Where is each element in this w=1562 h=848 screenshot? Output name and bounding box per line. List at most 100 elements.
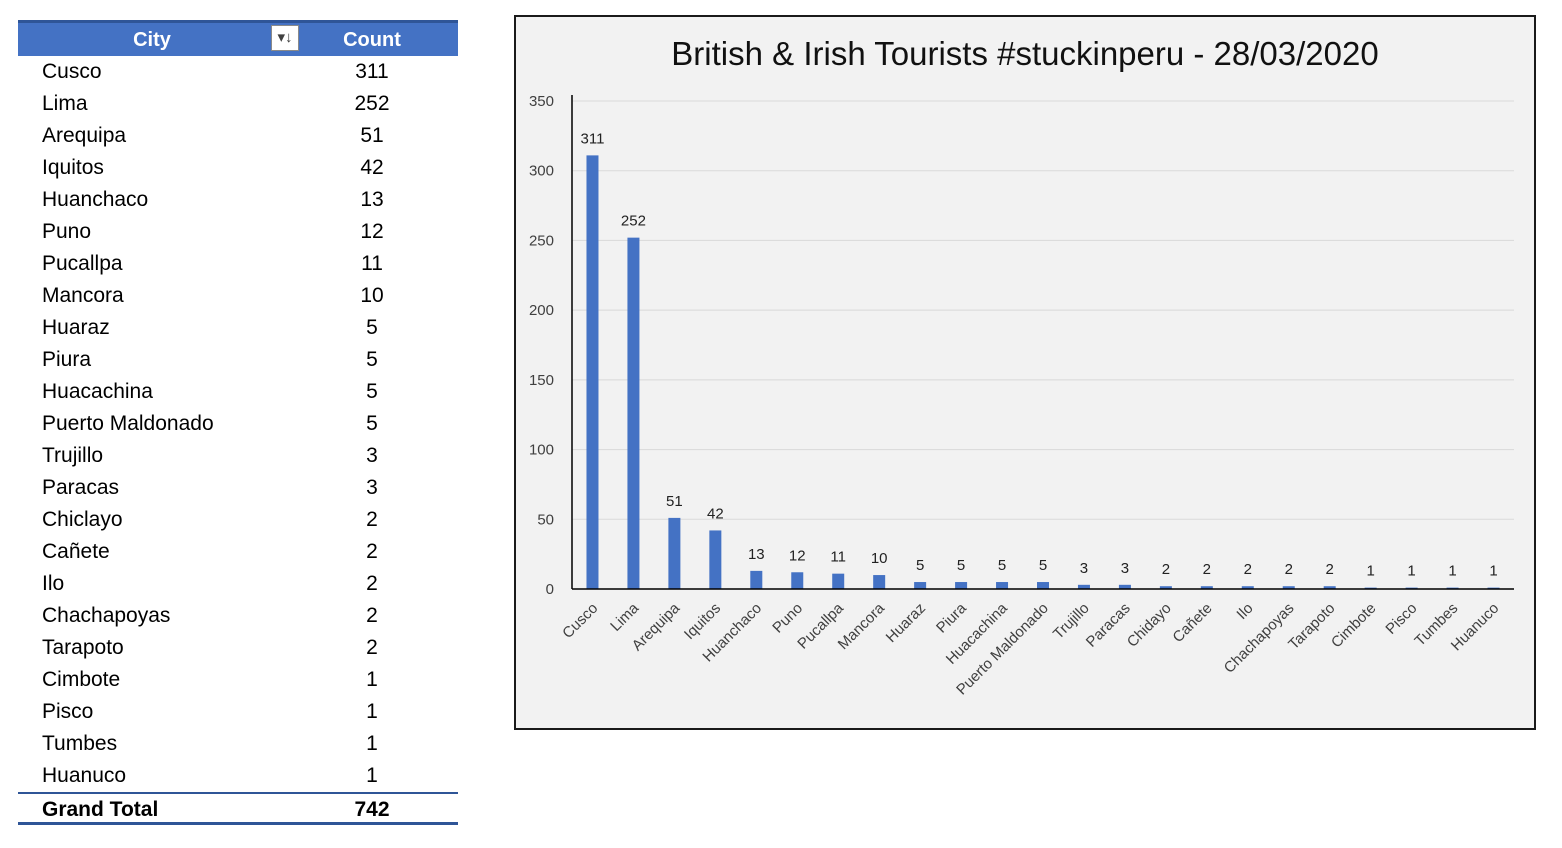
row-count: 5: [366, 380, 378, 403]
x-tick-label: Cimbote: [1328, 600, 1380, 652]
bar[interactable]: [1282, 586, 1295, 589]
table-row[interactable]: Pucallpa 11: [18, 248, 458, 280]
data-label: 3: [1080, 560, 1088, 577]
row-city: Puerto Maldonado: [42, 412, 214, 435]
table-row[interactable]: Huanuco 1: [18, 760, 458, 792]
row-city: Trujillo: [42, 444, 104, 467]
bar[interactable]: [1241, 586, 1254, 589]
row-count: 2: [366, 540, 378, 563]
table-row[interactable]: Piura 5: [18, 344, 458, 376]
bar[interactable]: [586, 155, 599, 589]
table-row[interactable]: Cañete 2: [18, 536, 458, 568]
data-label: 252: [621, 213, 646, 230]
row-city: Paracas: [42, 476, 120, 499]
table-row[interactable]: Puerto Maldonado 5: [18, 408, 458, 440]
sort-filter-dropdown-icon[interactable]: ▾↓: [271, 25, 299, 51]
row-city: Pisco: [42, 700, 94, 723]
table-row[interactable]: Ilo 2: [18, 568, 458, 600]
bar[interactable]: [627, 237, 640, 589]
row-count: 1: [366, 732, 378, 755]
table-row[interactable]: Chiclayo 2: [18, 504, 458, 536]
y-tick-label: 350: [529, 93, 554, 110]
bar[interactable]: [1159, 586, 1172, 589]
bar[interactable]: [1118, 584, 1131, 589]
data-label: 10: [871, 550, 888, 567]
row-city: Cusco: [42, 60, 102, 83]
row-count: 5: [366, 316, 378, 339]
table-row[interactable]: Mancora 10: [18, 280, 458, 312]
bar[interactable]: [791, 572, 804, 589]
grand-total-row[interactable]: Grand Total 742: [18, 792, 458, 825]
bar[interactable]: [996, 582, 1009, 589]
row-city: Cimbote: [42, 668, 121, 691]
table-row[interactable]: Huacachina 5: [18, 376, 458, 408]
row-city: Huaraz: [42, 316, 110, 339]
grand-total-value: 742: [354, 798, 390, 821]
table-row[interactable]: Paracas 3: [18, 472, 458, 504]
x-tick-label: Chidayo: [1124, 600, 1175, 651]
x-tick-label: Puno: [769, 600, 806, 637]
bar[interactable]: [750, 570, 763, 589]
data-label: 2: [1162, 561, 1170, 578]
x-tick-label: Huaraz: [883, 600, 929, 646]
table-row[interactable]: Iquitos 42: [18, 152, 458, 184]
bar[interactable]: [1200, 586, 1213, 589]
x-tick-label: Cusco: [559, 600, 601, 642]
row-count: 252: [354, 92, 390, 115]
chart-title: British & Irish Tourists #stuckinperu - …: [671, 35, 1379, 72]
table-row[interactable]: Puno 12: [18, 216, 458, 248]
header-count[interactable]: Count: [343, 29, 401, 51]
row-count: 311: [355, 60, 389, 83]
row-city: Chachapoyas: [42, 604, 171, 627]
table-row[interactable]: Huaraz 5: [18, 312, 458, 344]
table-row[interactable]: Lima 252: [18, 88, 458, 120]
bar[interactable]: [914, 582, 927, 589]
row-city: Pucallpa: [42, 252, 123, 275]
chart-plot: 050100150200250300350311Cusco252Lima51Ar…: [529, 93, 1514, 699]
table-row[interactable]: Chachapoyas 2: [18, 600, 458, 632]
bar[interactable]: [709, 530, 722, 589]
row-count: 12: [360, 220, 384, 243]
bar[interactable]: [1323, 586, 1336, 589]
data-label: 13: [748, 546, 765, 563]
data-label: 42: [707, 505, 724, 522]
bar[interactable]: [1037, 582, 1049, 589]
data-label: 5: [998, 557, 1006, 574]
table-row[interactable]: Trujillo 3: [18, 440, 458, 472]
row-count: 2: [366, 508, 378, 531]
grand-total-label: Grand Total: [42, 798, 159, 821]
pivot-rows: Cusco 311 Lima 252 Arequipa 51 Iquitos 42 Huanch…: [18, 56, 458, 792]
bar[interactable]: [955, 582, 968, 589]
data-label: 5: [957, 557, 965, 574]
data-label: 5: [1039, 557, 1047, 574]
row-count: 5: [366, 348, 378, 371]
y-tick-label: 100: [529, 442, 554, 459]
table-row[interactable]: Arequipa 51: [18, 120, 458, 152]
bar[interactable]: [873, 575, 886, 589]
table-row[interactable]: Cusco 311: [18, 56, 458, 88]
table-row[interactable]: Pisco 1: [18, 696, 458, 728]
row-city: Ilo: [42, 572, 65, 595]
table-row[interactable]: Cimbote 1: [18, 664, 458, 696]
bar-chart[interactable]: British & Irish Tourists #stuckinperu - …: [514, 15, 1536, 730]
bar[interactable]: [1077, 584, 1090, 589]
data-label: 1: [1489, 563, 1497, 580]
row-city: Huanuco: [42, 764, 127, 787]
row-count: 5: [366, 412, 378, 435]
row-city: Chiclayo: [42, 508, 123, 531]
row-city: Cañete: [42, 540, 110, 563]
row-city: Arequipa: [42, 124, 127, 147]
x-tick-label: Paracas: [1083, 600, 1134, 651]
bar[interactable]: [668, 517, 681, 589]
table-row[interactable]: Tarapoto 2: [18, 632, 458, 664]
row-count: 10: [360, 284, 384, 307]
row-count: 3: [366, 476, 378, 499]
data-label: 12: [789, 547, 806, 564]
table-row[interactable]: Tumbes 1: [18, 728, 458, 760]
row-count: 11: [361, 252, 383, 275]
table-row[interactable]: Huanchaco 13: [18, 184, 458, 216]
y-tick-label: 0: [546, 581, 554, 598]
x-tick-label: Ilo: [1233, 600, 1256, 623]
bar[interactable]: [832, 573, 845, 589]
header-city[interactable]: City: [133, 29, 171, 51]
